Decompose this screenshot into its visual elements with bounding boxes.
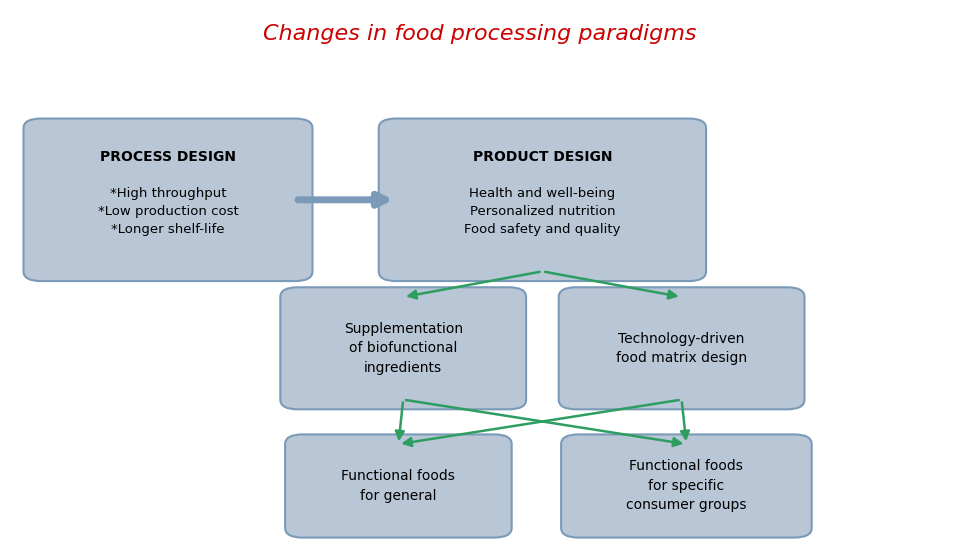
Text: Supplementation
of biofunctional
ingredients: Supplementation of biofunctional ingredi… — [344, 322, 463, 375]
Text: Technology-driven
food matrix design: Technology-driven food matrix design — [616, 332, 747, 365]
Text: *High throughput
*Low production cost
*Longer shelf-life: *High throughput *Low production cost *L… — [98, 187, 238, 236]
FancyBboxPatch shape — [23, 119, 312, 281]
Text: Health and well-being
Personalized nutrition
Food safety and quality: Health and well-being Personalized nutri… — [464, 187, 621, 236]
FancyBboxPatch shape — [280, 287, 526, 409]
Text: Changes in food processing paradigms: Changes in food processing paradigms — [263, 24, 697, 44]
FancyBboxPatch shape — [559, 287, 804, 409]
FancyBboxPatch shape — [378, 119, 706, 281]
FancyBboxPatch shape — [561, 434, 811, 537]
FancyBboxPatch shape — [285, 434, 512, 537]
Text: Functional foods
for specific
consumer groups: Functional foods for specific consumer g… — [626, 460, 747, 512]
Text: Functional foods
for general: Functional foods for general — [342, 469, 455, 503]
Text: PRODUCT DESIGN: PRODUCT DESIGN — [472, 150, 612, 164]
Text: PROCESS DESIGN: PROCESS DESIGN — [100, 150, 236, 164]
